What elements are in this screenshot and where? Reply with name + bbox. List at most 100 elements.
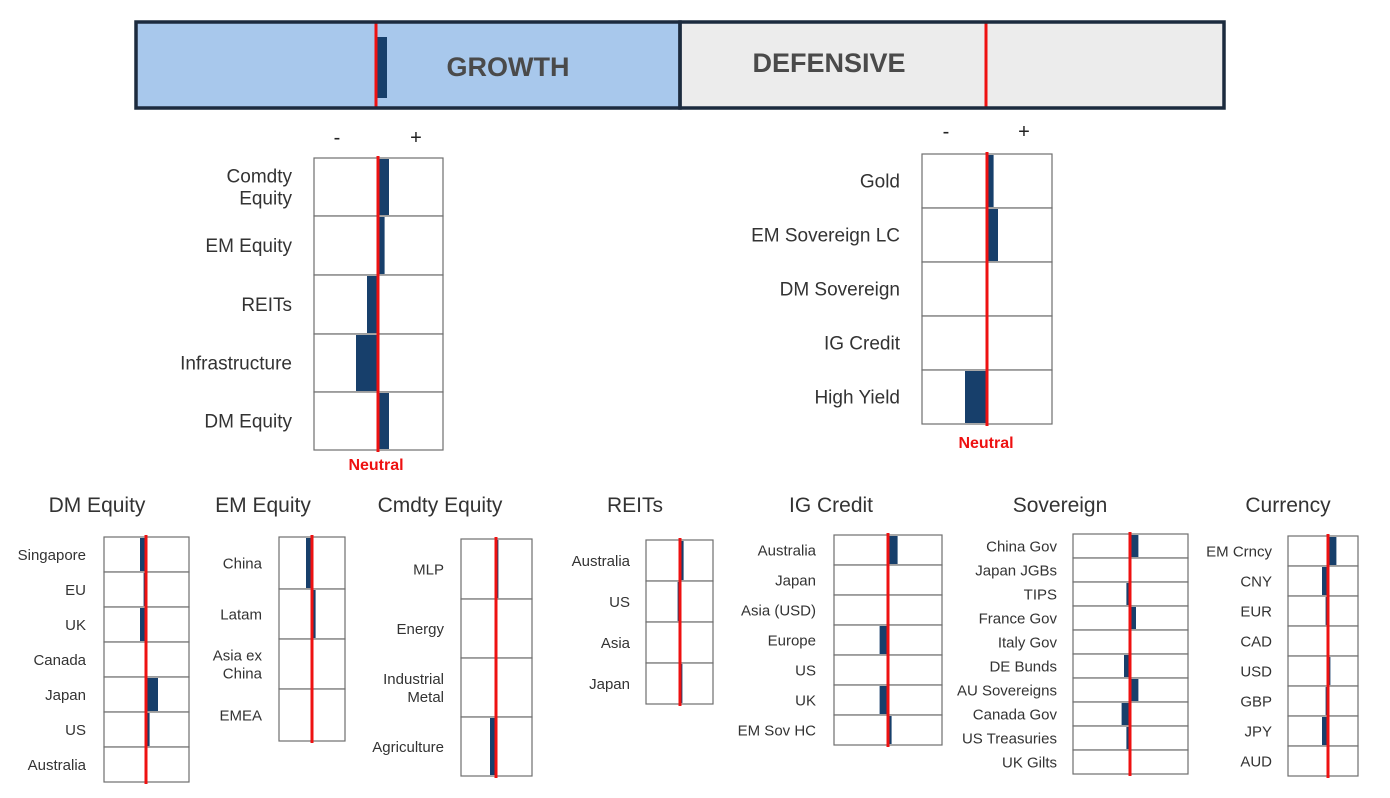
dm-equity-bar-singapore <box>140 538 146 571</box>
ig-credit-label-europe: Europe <box>768 632 816 649</box>
currency-row-box-aud <box>1287 745 1359 777</box>
currency-label-aud: AUD <box>1240 753 1272 770</box>
sovereign-title: Sovereign <box>1013 494 1108 517</box>
currency-label-eur: EUR <box>1240 603 1272 620</box>
em-equity-panel: China Latam Asia ex China EMEA <box>213 535 346 743</box>
ig-credit-bar-em-sov-hc <box>888 716 892 744</box>
currency-label-usd: USD <box>1240 663 1272 680</box>
defensive-label-gold: Gold <box>860 172 900 193</box>
currency-row-box-cad <box>1287 625 1359 657</box>
growth-label-infrastructure: Infrastructure <box>180 354 292 375</box>
cmdty-equity-label-agriculture: Agriculture <box>372 739 444 756</box>
sovereign-label-uk-gilts: UK Gilts <box>1002 754 1057 771</box>
sovereign-bar-tips <box>1126 583 1130 605</box>
growth-bar-comdty-equity <box>378 159 389 215</box>
ig-credit-bar-australia <box>888 536 898 564</box>
dm-equity-title: DM Equity <box>49 494 146 517</box>
ig-credit-label-japan: Japan <box>775 572 816 589</box>
defensive-neutral-label: Neutral <box>958 435 1013 452</box>
reits-label-australia: Australia <box>572 553 631 570</box>
dm-equity-label-us: US <box>65 722 86 739</box>
em-equity-label-emea: EMEA <box>219 707 262 724</box>
cmdty-equity-label-industrial-metal: Industrial Metal <box>383 671 444 706</box>
defensive-negative-sign: - <box>943 121 950 143</box>
cmdty-equity-label-mlp: MLP <box>413 561 444 578</box>
sovereign-label-canada-gov: Canada Gov <box>973 706 1058 723</box>
growth-positive-sign: + <box>410 127 422 149</box>
growth-bar-dm-equity <box>378 393 389 449</box>
currency-label-gbp: GBP <box>1240 693 1272 710</box>
defensive-section <box>680 22 1224 108</box>
growth-tilt-bar <box>376 37 387 98</box>
growth-defensive-banner: GROWTH DEFENSIVE <box>134 20 1226 110</box>
sovereign-bar-au-sovereigns <box>1130 679 1139 701</box>
defensive-panel: Gold EM Sovereign LC DM Sovereign IG Credit… <box>751 152 1053 426</box>
ig-credit-label-em-sov-hc: EM Sov HC <box>738 722 817 739</box>
reits-label-asia: Asia <box>601 635 631 652</box>
ig-credit-label-uk: UK <box>795 692 816 709</box>
defensive-label-em-sovereign-lc: EM Sovereign LC <box>751 226 900 247</box>
dm-equity-label-uk: UK <box>65 617 86 634</box>
sovereign-panel: China Gov Japan JGBs TIPS France Gov Italy G… <box>957 532 1189 776</box>
growth-bar-em-equity <box>378 217 385 274</box>
ig-credit-label-us: US <box>795 662 816 679</box>
currency-panel: EM Crncy CNY EUR CAD USD GBP JPY AUD <box>1206 534 1359 778</box>
reits-label-japan: Japan <box>589 676 630 693</box>
dm-equity-panel: Singapore EU UK Canada Japan US Australia <box>18 535 190 784</box>
dm-equity-label-eu: EU <box>65 582 86 599</box>
ig-credit-bar-uk <box>879 686 888 714</box>
cmdty-equity-title: Cmdty Equity <box>378 494 503 517</box>
currency-bar-em-crncy <box>1328 537 1337 565</box>
ig-credit-bar-europe <box>879 626 888 654</box>
sovereign-bar-de-bunds <box>1124 655 1130 677</box>
growth-label-reits: REITs <box>241 295 292 316</box>
growth-negative-sign: - <box>334 127 341 149</box>
ig-credit-panel: Australia Japan Asia (USD) Europe US UK EM Sov… <box>738 533 943 747</box>
currency-row-box-usd <box>1287 655 1359 687</box>
sovereign-label-japan-jgbs: Japan JGBs <box>975 562 1057 579</box>
reits-bar-australia <box>680 541 684 580</box>
currency-label-jpy: JPY <box>1244 723 1272 740</box>
defensive-label-ig-credit: IG Credit <box>824 334 901 355</box>
sovereign-label-italy-gov: Italy Gov <box>998 634 1058 651</box>
sovereign-bar-us-treasuries <box>1126 727 1130 749</box>
em-equity-label-asia-ex-china: Asia ex China <box>213 647 263 682</box>
em-equity-label-china: China <box>223 555 263 572</box>
sovereign-label-france-gov: France Gov <box>979 610 1058 627</box>
em-equity-bar-china <box>306 538 312 588</box>
growth-bar-infrastructure <box>356 335 378 391</box>
defensive-bar-high-yield <box>965 371 987 423</box>
growth-section <box>136 22 680 108</box>
dm-equity-bar-japan <box>146 678 158 711</box>
growth-neutral-label: Neutral <box>348 457 403 474</box>
growth-label-em-equity: EM Equity <box>205 236 292 257</box>
sovereign-label-au-sovereigns: AU Sovereigns <box>957 682 1057 699</box>
currency-label-cny: CNY <box>1240 573 1272 590</box>
sovereign-bar-china-gov <box>1130 535 1139 557</box>
em-equity-title: EM Equity <box>215 494 311 517</box>
currency-title: Currency <box>1245 494 1331 517</box>
sovereign-label-tips: TIPS <box>1024 586 1057 603</box>
growth-panel: Comdty Equity EM Equity REITs Infrastructure… <box>180 156 444 452</box>
defensive-bar-em-sovereign-lc <box>987 209 998 261</box>
sovereign-label-de-bunds: DE Bunds <box>989 658 1057 675</box>
defensive-positive-sign: + <box>1018 121 1030 143</box>
currency-bar-jpy <box>1322 717 1328 745</box>
cmdty-equity-label-energy: Energy <box>396 621 444 638</box>
growth-label: GROWTH <box>447 52 570 82</box>
reits-panel: Australia US Asia Japan <box>572 538 714 706</box>
sovereign-bar-canada-gov <box>1121 703 1130 725</box>
dm-equity-label-australia: Australia <box>28 757 87 774</box>
defensive-label-high-yield: High Yield <box>814 388 900 409</box>
currency-row-box-em-crncy <box>1287 535 1359 567</box>
defensive-bar-gold <box>987 155 994 207</box>
dm-equity-label-japan: Japan <box>45 687 86 704</box>
dm-equity-label-canada: Canada <box>33 652 86 669</box>
em-equity-label-latam: Latam <box>220 606 262 623</box>
currency-bar-cny <box>1322 567 1328 595</box>
sovereign-label-china-gov: China Gov <box>986 538 1057 555</box>
reits-title: REITs <box>607 494 663 517</box>
currency-label-cad: CAD <box>1240 633 1272 650</box>
growth-label-dm-equity: DM Equity <box>204 412 292 433</box>
